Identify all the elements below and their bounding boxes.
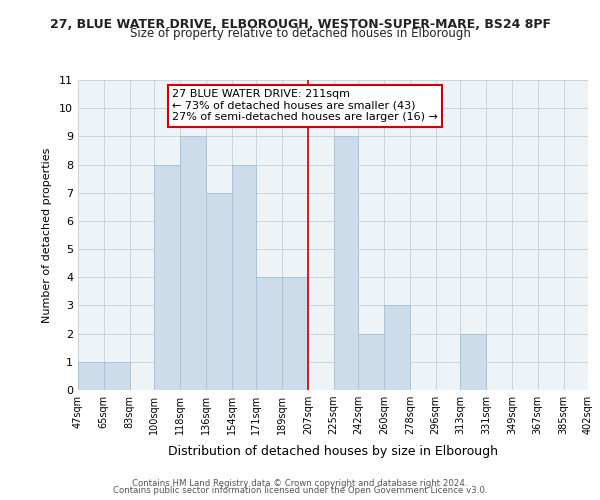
Bar <box>384 306 410 390</box>
Text: Contains HM Land Registry data © Crown copyright and database right 2024.: Contains HM Land Registry data © Crown c… <box>132 478 468 488</box>
Bar <box>104 362 130 390</box>
Text: Contains public sector information licensed under the Open Government Licence v3: Contains public sector information licen… <box>113 486 487 495</box>
Bar <box>206 192 232 390</box>
Bar <box>282 278 308 390</box>
Bar <box>358 334 384 390</box>
Bar <box>460 334 486 390</box>
Text: Size of property relative to detached houses in Elborough: Size of property relative to detached ho… <box>130 28 470 40</box>
Bar <box>154 164 180 390</box>
Text: 27, BLUE WATER DRIVE, ELBOROUGH, WESTON-SUPER-MARE, BS24 8PF: 27, BLUE WATER DRIVE, ELBOROUGH, WESTON-… <box>49 18 551 30</box>
Bar <box>334 136 358 390</box>
Y-axis label: Number of detached properties: Number of detached properties <box>42 148 52 322</box>
Bar <box>180 136 206 390</box>
Bar <box>256 278 282 390</box>
X-axis label: Distribution of detached houses by size in Elborough: Distribution of detached houses by size … <box>168 446 498 458</box>
Bar <box>232 164 256 390</box>
Bar <box>78 362 104 390</box>
Text: 27 BLUE WATER DRIVE: 211sqm
← 73% of detached houses are smaller (43)
27% of sem: 27 BLUE WATER DRIVE: 211sqm ← 73% of det… <box>172 90 438 122</box>
